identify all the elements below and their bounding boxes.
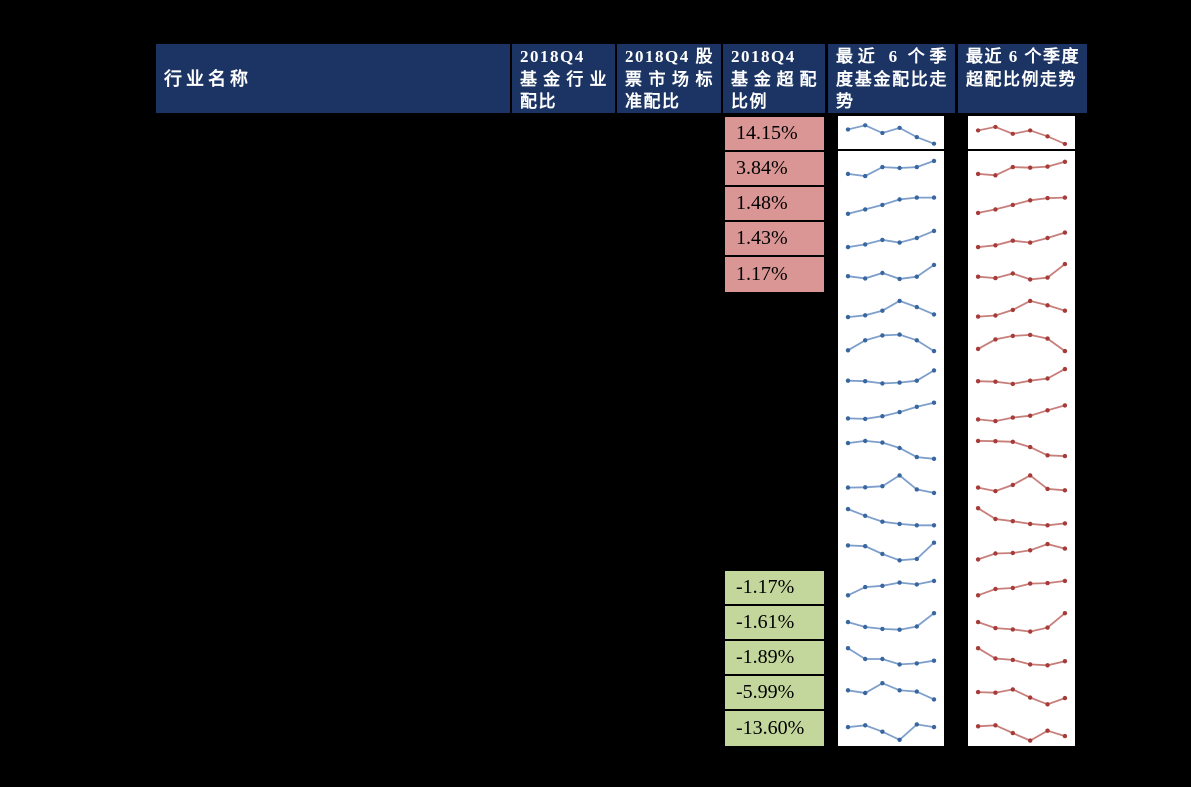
fund-trend-panel (838, 116, 944, 746)
table-row (968, 256, 1075, 291)
fund-trend-sparkline (845, 195, 937, 216)
overweight-trend-sparkline (975, 578, 1068, 598)
overweight-ratio-cell: 3.84% (725, 152, 824, 187)
header-market-standard-allocation: 2018Q4 股票市场标准配比 (617, 44, 721, 113)
fund-trend-sparkline (845, 158, 937, 179)
overweight-trend-sparkline (975, 366, 1068, 387)
fund-trend-sparkline (845, 578, 937, 598)
overweight-trend-sparkline (975, 230, 1068, 250)
header-overweight-ratio-trend: 最近 6 个季度超配比例走势 (958, 44, 1087, 113)
table-row (838, 501, 944, 536)
table-row (968, 571, 1075, 606)
overweight-trend-sparkline (975, 473, 1068, 494)
table-row (838, 151, 944, 186)
overweight-negative-block: -1.17% -1.61% -1.89% -5.99% -13.60% (723, 569, 826, 748)
overweight-trend-sparkline (975, 611, 1068, 634)
table-row (838, 711, 944, 746)
table-row (838, 641, 944, 676)
fund-trend-sparkline (845, 400, 937, 422)
overweight-trend-sparkline (975, 646, 1068, 668)
fund-trend-sparkline (845, 473, 937, 496)
overweight-trend-sparkline (975, 195, 1068, 216)
overweight-trend-sparkline (975, 332, 1068, 354)
overweight-trend-sparkline (975, 506, 1068, 528)
overweight-trend-sparkline (975, 687, 1068, 707)
table-row (838, 606, 944, 641)
table-row (838, 186, 944, 221)
table-row (968, 396, 1075, 431)
fund-trend-sparkline (845, 681, 937, 702)
fund-trend-sparkline (845, 611, 937, 632)
table-row (968, 606, 1075, 641)
fund-trend-sparkline (845, 262, 937, 282)
overweight-ratio-cell: -5.99% (725, 676, 824, 711)
table-row (968, 711, 1075, 746)
table-row (838, 291, 944, 326)
overweight-trend-sparkline (975, 261, 1068, 282)
table-row (968, 466, 1075, 501)
overweight-ratio-cell: 1.48% (725, 187, 824, 222)
fund-trend-sparkline (845, 123, 937, 146)
overweight-trend-sparkline (975, 723, 1068, 743)
table-row (968, 536, 1075, 571)
table-row (968, 291, 1075, 326)
table-row (838, 676, 944, 711)
table-row (838, 571, 944, 606)
overweight-ratio-cell: 1.17% (736, 263, 788, 285)
table-row (968, 676, 1075, 711)
fund-trend-sparkline (845, 368, 937, 386)
overweight-trend-sparkline (975, 298, 1068, 319)
overweight-trend-sparkline (975, 438, 1068, 459)
table-row (838, 116, 944, 151)
overweight-ratio-cell: -1.17% (725, 571, 824, 606)
overweight-trend-sparkline (975, 159, 1068, 178)
fund-trend-sparkline (845, 646, 937, 667)
header-fund-allocation-trend: 最近 6 个季度基金配比走势 (828, 44, 955, 113)
overweight-trend-sparkline (975, 403, 1068, 424)
table-row (838, 536, 944, 571)
header-fund-overweight-ratio: 2018Q4 基金超配比例 (723, 44, 825, 113)
table-row (968, 431, 1075, 466)
table-row (838, 221, 944, 256)
fund-trend-sparkline (845, 722, 937, 742)
overweight-trend-panel (968, 116, 1075, 746)
table-row (968, 221, 1075, 256)
fund-trend-sparkline (845, 228, 937, 250)
fund-trend-sparkline (845, 506, 937, 528)
overweight-ratio-cell: -1.61% (725, 606, 824, 641)
header-industry-name: 行业名称 (156, 44, 510, 113)
table-row (968, 641, 1075, 676)
table-row (968, 116, 1075, 151)
overweight-trend-sparkline (975, 124, 1068, 146)
table-row (838, 256, 944, 291)
fund-trend-sparkline (845, 438, 937, 461)
table-row (968, 186, 1075, 221)
overweight-positive-block: 14.15% 3.84% 1.48% 1.43% 1.17% (723, 115, 826, 294)
header-fund-allocation: 2018Q4 基金行业配比 (512, 44, 615, 113)
table-row (838, 396, 944, 431)
fund-trend-sparkline (845, 298, 937, 320)
table-row (968, 151, 1075, 186)
fund-trend-sparkline (845, 332, 937, 354)
overweight-trend-sparkline (975, 541, 1068, 562)
table-row (838, 326, 944, 361)
overweight-ratio-cell: -13.60% (736, 717, 805, 739)
overweight-ratio-cell: 1.43% (725, 222, 824, 257)
table-row (838, 466, 944, 501)
fund-trend-sparkline (845, 540, 937, 563)
overweight-ratio-cell: 14.15% (725, 117, 824, 152)
table-row (968, 501, 1075, 536)
overweight-ratio-cell: -1.89% (725, 641, 824, 676)
table-row (968, 326, 1075, 361)
table-row (838, 431, 944, 466)
table-row (968, 361, 1075, 396)
table-row (838, 361, 944, 396)
